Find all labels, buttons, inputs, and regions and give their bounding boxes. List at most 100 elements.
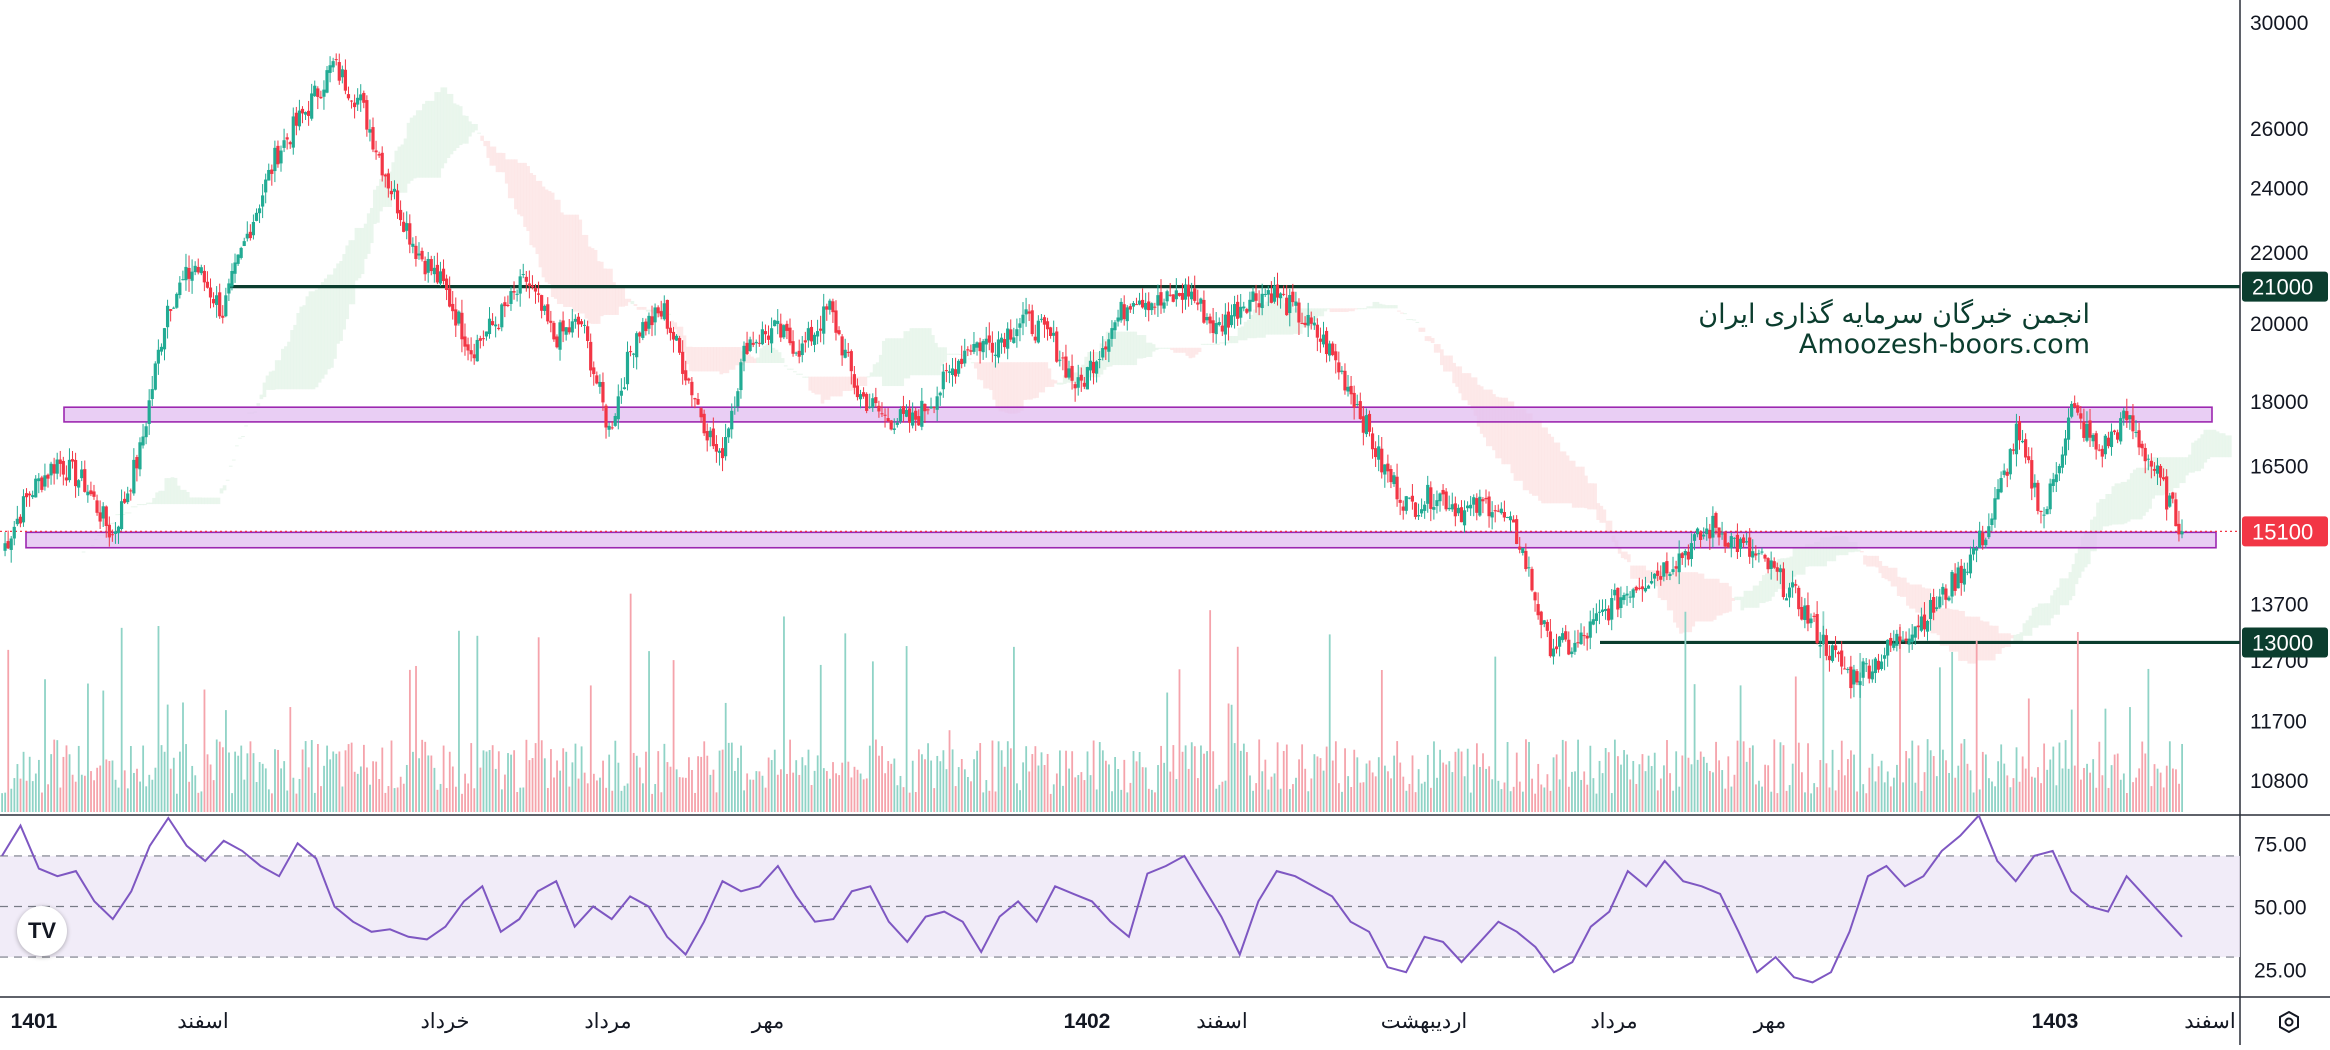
volume-bar <box>1009 748 1012 812</box>
cloud-segment <box>1240 326 1245 341</box>
candle-body <box>190 271 194 281</box>
candle-body <box>1640 586 1644 590</box>
volume-bar <box>1549 790 1552 812</box>
cloud-segment <box>1627 554 1631 563</box>
cloud-segment <box>198 497 202 505</box>
cloud-segment <box>523 162 527 227</box>
candle-body <box>1557 636 1562 647</box>
volume-bar <box>1135 761 1138 812</box>
volume-bar <box>2092 759 2095 812</box>
axis-settings-button[interactable] <box>2276 1009 2302 1035</box>
volume-bar <box>2037 767 2039 812</box>
candle-body <box>264 179 268 193</box>
volume-bar <box>1972 792 1975 812</box>
volume-bar <box>74 781 77 812</box>
volume-bar <box>163 751 166 812</box>
volume-bar <box>2178 783 2180 812</box>
candle-body <box>1472 497 1476 505</box>
volume-bars <box>1 593 2183 812</box>
candle-body <box>2082 421 2086 438</box>
volume-bar <box>2034 777 2036 812</box>
candle-body <box>1901 639 1905 642</box>
cloud-segment <box>256 403 261 406</box>
candle-body <box>368 129 372 133</box>
cloud-segment <box>1565 455 1570 504</box>
volume-bar <box>1393 755 1396 812</box>
candle-body <box>656 307 660 314</box>
volume-bar <box>2027 698 2030 812</box>
cloud-segment <box>768 340 773 363</box>
cloud-segment <box>336 263 340 344</box>
volume-bar <box>1975 640 1978 812</box>
cloud-segment <box>937 347 941 376</box>
volume-bar <box>1273 773 1276 812</box>
volume-bar <box>197 792 200 812</box>
volume-bar <box>372 761 374 812</box>
candle-body <box>674 335 679 341</box>
candle-body <box>2042 514 2046 516</box>
volume-bar <box>1380 669 1383 812</box>
cloud-segment <box>581 234 586 314</box>
tradingview-logo[interactable]: TV <box>17 906 67 956</box>
cloud-segment <box>124 512 129 514</box>
candle-body <box>1389 469 1393 483</box>
volume-bar <box>1322 770 1325 812</box>
volume-bar <box>550 749 552 812</box>
candle-body <box>24 493 29 498</box>
candle-body <box>159 346 164 352</box>
candle-body <box>748 339 752 351</box>
volume-bar <box>1089 775 1092 812</box>
candle-body <box>865 393 869 411</box>
cloud-segment <box>1415 321 1420 323</box>
volume-bar <box>1 793 3 812</box>
volume-bar <box>1862 784 1865 812</box>
cloud-segment <box>437 92 442 178</box>
volume-bar <box>881 746 883 812</box>
volume-bar <box>1227 703 1230 812</box>
candle-body <box>328 65 332 73</box>
candle-body <box>1738 538 1743 549</box>
candle-body <box>2057 466 2061 474</box>
volume-bar <box>451 766 454 812</box>
volume-bar <box>31 781 34 812</box>
candle-body <box>1959 565 1963 584</box>
candle-body <box>2128 415 2132 420</box>
volume-bar <box>1807 743 1809 812</box>
candle-body <box>1545 621 1549 631</box>
cloud-segment <box>1157 347 1162 349</box>
cloud-segment <box>1397 310 1401 312</box>
candle-body <box>1582 635 1586 637</box>
cloud-segment <box>139 504 144 506</box>
candle-body <box>1211 320 1215 334</box>
cloud-segment <box>385 172 389 207</box>
volume-bar <box>102 690 105 812</box>
candle-body <box>294 112 298 126</box>
candle-body <box>1944 588 1948 600</box>
volume-bar <box>917 749 920 812</box>
volume-bar <box>2156 768 2159 812</box>
cloud-segment <box>409 117 414 181</box>
cloud-segment <box>1430 337 1435 343</box>
cloud-segment <box>572 214 576 312</box>
volume-bar <box>1758 780 1760 812</box>
candle-body <box>690 381 694 396</box>
volume-bar <box>835 773 837 812</box>
candle-body <box>610 427 614 429</box>
volume-bar <box>1920 791 1923 812</box>
candle-body <box>975 342 979 348</box>
candle-body <box>1073 384 1077 389</box>
candle-body <box>996 339 1001 358</box>
candle-body <box>1521 547 1525 553</box>
volume-bar <box>642 783 644 812</box>
candle-body <box>1882 655 1887 659</box>
cloud-segment <box>716 347 721 372</box>
candle-body <box>1361 416 1365 433</box>
cloud-segment <box>1939 608 1944 646</box>
volume-bar <box>1126 792 1129 812</box>
volume-bar <box>611 790 614 812</box>
candle-body <box>1904 638 1908 641</box>
volume-bar <box>1000 750 1003 812</box>
cloud-segment <box>1111 331 1116 366</box>
